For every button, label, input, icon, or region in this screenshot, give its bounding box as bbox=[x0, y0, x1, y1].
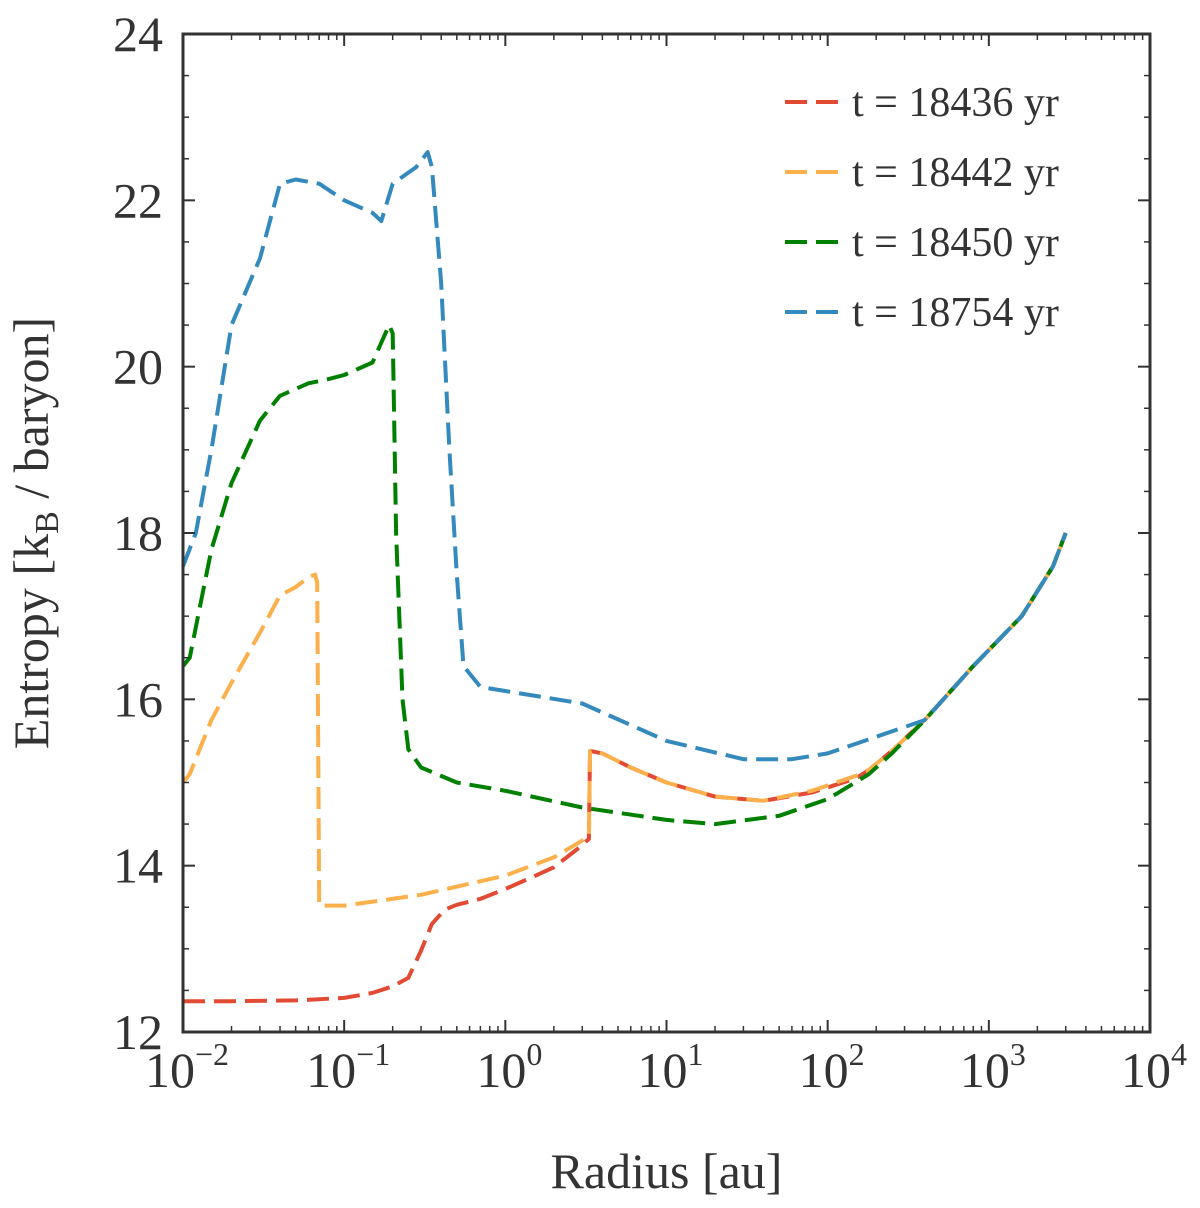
x-tick-label-base: 10 bbox=[638, 1042, 688, 1098]
y-axis-label-prefix: Entropy [k bbox=[3, 534, 59, 749]
y-tick-labels: 12 14 16 18 20 22 24 bbox=[113, 6, 163, 1060]
legend-label: t = 18754 yr bbox=[852, 290, 1059, 336]
y-axis-label-subscript: B bbox=[29, 511, 66, 534]
y-axis-label: Entropy [kB / baryon] bbox=[3, 317, 66, 749]
x-tick-label-exp: 2 bbox=[849, 1036, 865, 1072]
legend-label: t = 18436 yr bbox=[852, 80, 1059, 126]
x-tick-labels: 10−2 10−1 100 101 102 103 104 bbox=[145, 1036, 1187, 1098]
y-tick-label: 12 bbox=[113, 1004, 163, 1060]
y-tick-label: 18 bbox=[113, 505, 163, 561]
series-line-1 bbox=[181, 532, 1068, 908]
x-tick-label-exp: 3 bbox=[1010, 1036, 1026, 1072]
series-line-2 bbox=[181, 323, 1068, 827]
x-tick-label-exp: 0 bbox=[526, 1036, 542, 1072]
series-line-0 bbox=[183, 532, 1068, 1004]
x-tick-label-base: 10 bbox=[145, 1042, 195, 1098]
y-tick-label: 14 bbox=[113, 838, 163, 894]
legend-label: t = 18450 yr bbox=[852, 220, 1059, 266]
x-tick-label-exp: −2 bbox=[195, 1036, 229, 1072]
x-tick-label-base: 10 bbox=[476, 1042, 526, 1098]
series-lines bbox=[181, 150, 1068, 1004]
x-tick-label: 10−2 bbox=[145, 1036, 229, 1098]
x-tick-label-exp: 4 bbox=[1171, 1036, 1187, 1072]
axis-ticks bbox=[182, 33, 1151, 1033]
series-line-3 bbox=[181, 150, 1068, 762]
x-tick-label-exp: 1 bbox=[688, 1036, 704, 1072]
x-tick-label: 100 bbox=[476, 1036, 542, 1098]
x-axis-label: Radius [au] bbox=[551, 1143, 783, 1199]
x-tick-label: 102 bbox=[799, 1036, 865, 1098]
y-axis-label-suffix: / baryon] bbox=[3, 317, 59, 511]
y-tick-label: 24 bbox=[113, 6, 163, 62]
y-tick-label: 20 bbox=[113, 339, 163, 395]
x-tick-label: 10−1 bbox=[306, 1036, 390, 1098]
x-tick-label: 104 bbox=[1121, 1036, 1187, 1098]
y-tick-label: 16 bbox=[113, 671, 163, 727]
legend: t = 18436 yr t = 18442 yr t = 18450 yr t = … bbox=[785, 80, 1059, 336]
y-tick-label: 22 bbox=[113, 172, 163, 228]
x-tick-label-base: 10 bbox=[1121, 1042, 1171, 1098]
x-tick-label-exp: −1 bbox=[356, 1036, 390, 1072]
x-tick-label: 103 bbox=[960, 1036, 1026, 1098]
x-tick-label-base: 10 bbox=[306, 1042, 356, 1098]
x-tick-label-base: 10 bbox=[799, 1042, 849, 1098]
x-tick-label: 101 bbox=[638, 1036, 704, 1098]
x-tick-label-base: 10 bbox=[960, 1042, 1010, 1098]
legend-label: t = 18442 yr bbox=[852, 150, 1059, 196]
